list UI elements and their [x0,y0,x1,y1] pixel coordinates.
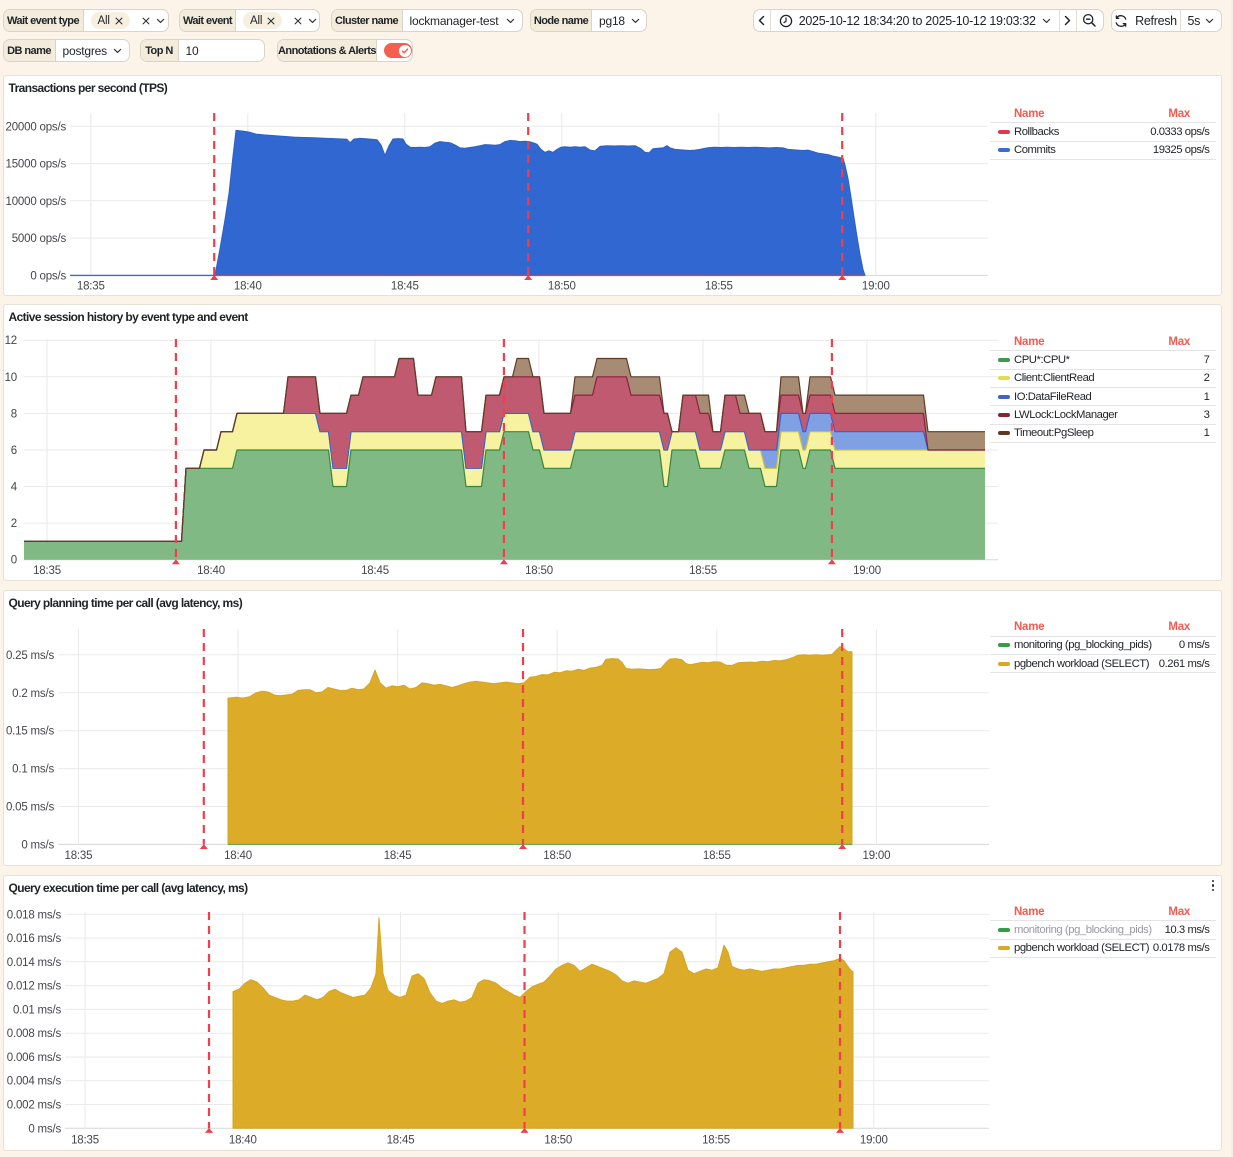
svg-text:5000 ops/s: 5000 ops/s [12,233,67,245]
svg-text:18:55: 18:55 [702,1135,730,1147]
svg-text:18:35: 18:35 [71,1135,99,1147]
svg-text:15000 ops/s: 15000 ops/s [6,159,67,171]
svg-text:18:50: 18:50 [544,1135,572,1147]
svg-text:0.01 ms/s: 0.01 ms/s [13,1004,62,1016]
svg-text:18:40: 18:40 [197,565,225,577]
svg-text:18:35: 18:35 [33,565,61,577]
svg-text:0 ms/s: 0 ms/s [21,839,54,851]
svg-text:0.25 ms/s: 0.25 ms/s [6,650,55,662]
svg-text:0.016 ms/s: 0.016 ms/s [7,933,62,945]
svg-text:6: 6 [11,445,17,457]
svg-text:18:55: 18:55 [689,565,717,577]
svg-text:18:55: 18:55 [703,850,731,862]
svg-text:2: 2 [11,518,17,530]
svg-text:0.008 ms/s: 0.008 ms/s [7,1028,62,1040]
svg-text:18:50: 18:50 [543,850,571,862]
svg-text:8: 8 [11,408,17,420]
svg-text:18:45: 18:45 [391,281,419,293]
svg-text:18:55: 18:55 [705,281,733,293]
svg-text:0.15 ms/s: 0.15 ms/s [6,726,55,738]
svg-text:10000 ops/s: 10000 ops/s [6,196,67,208]
svg-text:18:45: 18:45 [387,1135,415,1147]
svg-text:0.2 ms/s: 0.2 ms/s [12,688,54,700]
svg-text:18:40: 18:40 [229,1135,257,1147]
svg-text:20000 ops/s: 20000 ops/s [6,121,67,133]
svg-text:0.014 ms/s: 0.014 ms/s [7,957,62,969]
svg-text:18:50: 18:50 [525,565,553,577]
svg-text:0.002 ms/s: 0.002 ms/s [7,1100,62,1112]
svg-text:19:00: 19:00 [862,281,890,293]
svg-text:0.012 ms/s: 0.012 ms/s [7,981,62,993]
svg-text:18:40: 18:40 [224,850,252,862]
svg-text:0.004 ms/s: 0.004 ms/s [7,1076,62,1088]
svg-text:18:35: 18:35 [77,281,105,293]
svg-text:19:00: 19:00 [863,850,891,862]
svg-text:0 ms/s: 0 ms/s [28,1123,61,1135]
svg-text:0.006 ms/s: 0.006 ms/s [7,1052,62,1064]
svg-text:4: 4 [11,482,18,494]
svg-text:0: 0 [11,555,17,567]
svg-text:10: 10 [5,372,17,384]
svg-text:0.1 ms/s: 0.1 ms/s [12,764,54,776]
svg-text:0.05 ms/s: 0.05 ms/s [6,802,55,814]
svg-text:0.018 ms/s: 0.018 ms/s [7,909,62,921]
svg-text:19:00: 19:00 [860,1135,888,1147]
svg-text:18:40: 18:40 [234,281,262,293]
svg-text:18:35: 18:35 [65,850,93,862]
svg-text:0 ops/s: 0 ops/s [30,270,66,282]
svg-text:12: 12 [5,335,17,347]
svg-text:18:45: 18:45 [361,565,389,577]
svg-text:18:50: 18:50 [548,281,576,293]
svg-text:18:45: 18:45 [384,850,412,862]
svg-text:19:00: 19:00 [853,565,881,577]
